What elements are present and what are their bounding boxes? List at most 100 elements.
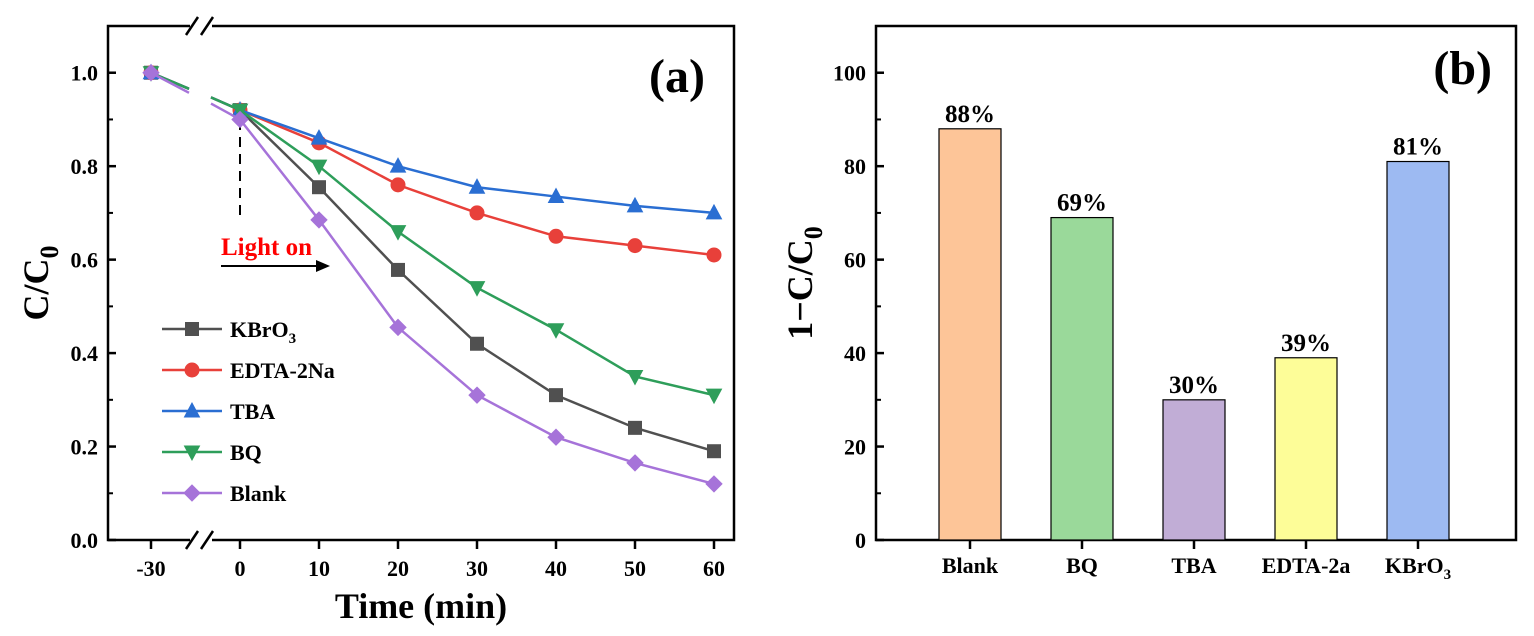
bar-value-label: 39% bbox=[1281, 330, 1331, 357]
data-point bbox=[627, 238, 643, 254]
y-tick-label: 100 bbox=[833, 61, 866, 86]
x-tick-label: 10 bbox=[308, 556, 330, 581]
legend-label: EDTA-2Na bbox=[230, 358, 335, 383]
data-point bbox=[626, 454, 644, 472]
x-tick-label: 50 bbox=[624, 556, 646, 581]
bar-blank: 88% Blank bbox=[938, 101, 1002, 578]
data-point bbox=[626, 369, 644, 386]
y-tick-label: 0.2 bbox=[71, 435, 99, 460]
axis-break-bottom bbox=[184, 530, 215, 550]
x-tick-label: 0 bbox=[235, 556, 246, 581]
data-point bbox=[706, 247, 722, 263]
data-point bbox=[312, 180, 326, 195]
y-tick-label: 80 bbox=[844, 154, 866, 179]
data-point bbox=[389, 157, 407, 173]
legend-label: TBA bbox=[230, 399, 275, 424]
bar-tba: 30% TBA bbox=[1162, 372, 1226, 578]
data-point bbox=[470, 336, 484, 351]
y-tick-label: 0.0 bbox=[71, 528, 99, 553]
data-point bbox=[707, 444, 721, 459]
x-axis-label-a: Time (min) bbox=[335, 586, 507, 626]
x-tick-label: 20 bbox=[387, 556, 409, 581]
y-axis-label-b: 1−C/C0 bbox=[780, 226, 828, 340]
panel-label-a: (a) bbox=[649, 50, 705, 103]
y-axis-a: 0.0 0.2 0.4 0.6 0.8 1.0 bbox=[71, 61, 116, 553]
bar-chart-panel-b: (b) 0 20 40 60 80 100 88% Blank 69% BQ 30% TBA 39% E… bbox=[780, 24, 1518, 583]
y-tick-label: 40 bbox=[844, 341, 866, 366]
x-tick-label: KBrO3 bbox=[1385, 553, 1451, 583]
series-line bbox=[210, 102, 715, 486]
data-point bbox=[626, 196, 644, 213]
x-axis-a: -30 0 10 20 30 40 50 60 bbox=[136, 540, 725, 581]
panel-label-b: (b) bbox=[1433, 42, 1492, 95]
data-point bbox=[547, 428, 565, 446]
bar bbox=[1386, 160, 1450, 541]
y-tick-label: 0.6 bbox=[71, 248, 99, 273]
data-point bbox=[310, 159, 328, 176]
data-point bbox=[705, 203, 723, 220]
bar-value-label: 30% bbox=[1169, 372, 1219, 399]
y-tick-label: 0.4 bbox=[71, 341, 99, 366]
y-tick-label: 0 bbox=[855, 528, 866, 553]
legend-marker bbox=[183, 445, 201, 462]
legend-label: KBrO3 bbox=[230, 317, 296, 347]
y-axis-b: 0 20 40 60 80 100 bbox=[833, 61, 884, 553]
legend-item: KBrO3 bbox=[162, 317, 296, 347]
data-point bbox=[310, 211, 328, 229]
legend-label: BQ bbox=[230, 440, 262, 465]
legend-marker bbox=[183, 401, 201, 418]
series-blank bbox=[142, 64, 723, 493]
x-tick-label: 30 bbox=[466, 556, 488, 581]
bar bbox=[938, 128, 1002, 541]
legend-marker bbox=[185, 322, 199, 336]
series-line bbox=[210, 96, 715, 257]
data-point bbox=[389, 318, 407, 337]
line-chart-panel-a: (a) 0.00.20.40.60.81.0 -30 0 10 20 30 40 50 60 … bbox=[16, 16, 736, 626]
bar bbox=[1274, 357, 1338, 541]
y-tick-label: 60 bbox=[844, 248, 866, 273]
light-on-label: Light on bbox=[221, 234, 312, 261]
data-point bbox=[547, 187, 565, 204]
data-point bbox=[142, 64, 160, 82]
legend-marker bbox=[183, 484, 201, 502]
data-point bbox=[549, 388, 563, 403]
bar-value-label: 81% bbox=[1393, 134, 1443, 161]
bars-b: 88% Blank 69% BQ 30% TBA 39% EDTA-2a 81% KBrO3 bbox=[938, 101, 1451, 583]
data-point bbox=[389, 225, 407, 241]
data-point bbox=[390, 177, 406, 193]
x-tick-label: -30 bbox=[136, 556, 165, 581]
y-tick-label: 0.8 bbox=[71, 154, 99, 179]
bar bbox=[1050, 216, 1114, 541]
legend-a: KBrO3 EDTA-2Na TBA BQ Blank bbox=[162, 317, 335, 506]
data-point bbox=[705, 475, 723, 493]
legend-marker bbox=[184, 362, 200, 378]
series-line bbox=[210, 96, 715, 453]
y-tick-label: 20 bbox=[844, 435, 866, 460]
series-line-segment bbox=[150, 71, 190, 94]
bar-value-label: 88% bbox=[945, 101, 995, 128]
x-tick-label: EDTA-2a bbox=[1262, 553, 1351, 578]
bar-bq: 69% BQ bbox=[1050, 190, 1114, 578]
data-point bbox=[231, 110, 249, 129]
data-point bbox=[391, 262, 405, 277]
bar-kbro: 81% KBrO3 bbox=[1385, 134, 1451, 583]
data-point bbox=[548, 228, 564, 244]
x-tick-label: 40 bbox=[545, 556, 567, 581]
data-point bbox=[628, 420, 642, 435]
light-on-arrow bbox=[221, 260, 330, 272]
legend-item: TBA bbox=[162, 399, 275, 424]
legend-item: Blank bbox=[162, 481, 287, 506]
plot-frame-a bbox=[106, 24, 736, 542]
series-line bbox=[210, 96, 715, 215]
y-axis-label-a: C/C0 bbox=[16, 246, 64, 321]
data-point bbox=[468, 178, 486, 194]
data-point bbox=[468, 386, 486, 404]
series-group-a bbox=[142, 63, 723, 493]
data-point bbox=[469, 205, 485, 221]
legend-label: Blank bbox=[230, 481, 287, 506]
series-edta-2na bbox=[143, 65, 722, 263]
data-point bbox=[547, 323, 565, 339]
bar-edta-2a: 39% EDTA-2a bbox=[1262, 330, 1351, 578]
axis-break-top bbox=[184, 16, 215, 36]
